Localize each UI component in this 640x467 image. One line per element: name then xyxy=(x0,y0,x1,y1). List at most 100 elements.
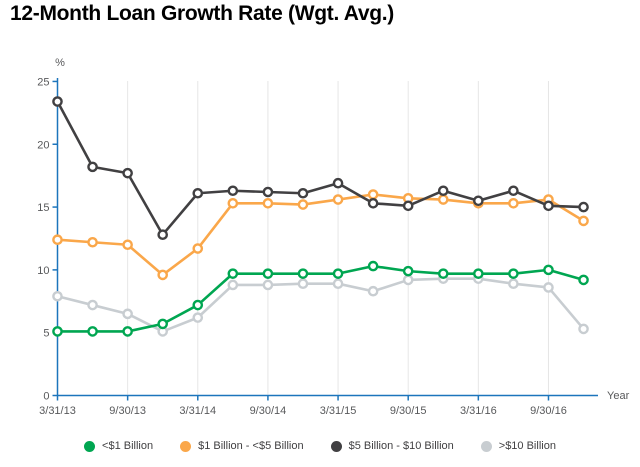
legend-label: $5 Billion - $10 Billion xyxy=(348,440,454,452)
x-tick-label: 3/31/13 xyxy=(39,405,76,417)
axis-tick-labels: 0 5 10 15 20 25 3/31/13 9/30/13 3/31/14 9/30/14 3/… xyxy=(37,76,567,417)
data-point xyxy=(367,285,379,297)
data-point xyxy=(157,229,169,241)
data-point xyxy=(543,264,554,276)
data-point xyxy=(332,278,344,289)
y-tick-label: 0 xyxy=(43,391,49,403)
data-point xyxy=(157,318,169,330)
series-3 xyxy=(52,273,589,337)
data-point xyxy=(192,299,204,311)
data-point xyxy=(543,282,554,293)
data-point xyxy=(297,268,309,279)
x-tick-label: 9/30/16 xyxy=(530,405,567,417)
data-point xyxy=(122,239,133,251)
data-point xyxy=(578,215,589,227)
legend-dot-icon xyxy=(180,440,192,452)
data-point xyxy=(227,185,239,197)
data-point xyxy=(297,278,309,289)
chart-title: 12-Month Loan Growth Rate (Wgt. Avg.) xyxy=(10,2,394,25)
legend-item-1: $1 Billion - <$5 Billion xyxy=(180,440,304,452)
series-lines xyxy=(52,96,589,337)
data-point xyxy=(437,194,449,205)
data-point xyxy=(473,195,484,207)
data-point xyxy=(402,274,414,286)
data-point xyxy=(227,268,239,279)
data-point xyxy=(87,299,98,311)
data-point xyxy=(437,185,449,197)
data-point xyxy=(297,187,309,199)
data-point xyxy=(578,323,589,335)
data-point xyxy=(192,187,204,199)
legend-dot-icon xyxy=(84,440,96,452)
gridlines xyxy=(127,81,549,395)
data-point xyxy=(52,234,63,246)
data-point xyxy=(52,96,63,107)
legend-label: $1 Billion - <$5 Billion xyxy=(198,440,304,452)
data-point xyxy=(297,199,309,210)
series-1 xyxy=(52,189,589,281)
x-axis-title-label: Year xyxy=(607,390,630,402)
data-point xyxy=(332,194,344,205)
data-point xyxy=(122,167,133,179)
data-point xyxy=(578,274,589,286)
data-point xyxy=(87,161,98,173)
data-point xyxy=(227,279,239,291)
series-line xyxy=(56,277,585,333)
data-point xyxy=(367,189,379,200)
y-tick-label: 10 xyxy=(37,265,49,277)
legend-label: <$1 Billion xyxy=(102,440,154,452)
y-tick-label: 5 xyxy=(43,328,49,340)
data-point xyxy=(367,260,379,272)
data-point xyxy=(473,268,484,279)
data-point xyxy=(402,200,414,212)
y-axis-unit-label: % xyxy=(55,57,65,69)
data-point xyxy=(508,198,519,209)
data-point xyxy=(262,279,274,291)
y-tick-label: 20 xyxy=(37,139,49,151)
y-tick-label: 15 xyxy=(37,202,49,214)
data-point xyxy=(402,265,414,277)
data-point xyxy=(157,269,169,281)
data-point xyxy=(87,236,98,248)
data-point xyxy=(437,268,449,279)
y-tick-label: 25 xyxy=(37,76,49,88)
data-point xyxy=(543,200,554,212)
x-tick-label: 3/31/16 xyxy=(460,405,497,417)
data-point xyxy=(227,198,239,209)
data-point xyxy=(87,326,98,337)
data-point xyxy=(262,186,274,198)
x-tick-label: 9/30/13 xyxy=(109,405,146,417)
x-tick-label: 3/31/15 xyxy=(320,405,357,417)
data-point xyxy=(332,177,344,189)
loan-growth-line-chart: 0 5 10 15 20 25 3/31/13 9/30/13 3/31/14 9/30/14 3/… xyxy=(37,57,630,417)
series-0 xyxy=(52,260,589,337)
data-point xyxy=(262,268,274,279)
data-point xyxy=(578,201,589,213)
series-line xyxy=(56,193,585,277)
data-point xyxy=(508,268,519,279)
data-point xyxy=(122,308,133,320)
axes xyxy=(52,78,598,401)
legend: <$1 Billion $1 Billion - <$5 Billion $5 Bi… xyxy=(0,440,640,452)
data-point xyxy=(508,278,519,289)
series-line xyxy=(56,264,585,333)
x-tick-label: 3/31/14 xyxy=(179,405,216,417)
legend-item-2: $5 Billion - $10 Billion xyxy=(330,440,454,452)
legend-label: >$10 Billion xyxy=(498,440,556,452)
data-point xyxy=(52,326,63,337)
data-point xyxy=(367,198,379,209)
legend-dot-icon xyxy=(480,440,492,452)
legend-item-3: >$10 Billion xyxy=(480,440,556,452)
data-point xyxy=(508,185,519,197)
data-point xyxy=(192,312,204,323)
series-2 xyxy=(52,96,589,241)
x-tick-label: 9/30/15 xyxy=(390,405,427,417)
data-point xyxy=(122,326,133,337)
data-point xyxy=(332,268,344,279)
data-point xyxy=(192,243,204,254)
legend-dot-icon xyxy=(330,440,342,452)
data-point xyxy=(52,290,63,302)
x-tick-label: 9/30/14 xyxy=(250,405,287,417)
legend-item-0: <$1 Billion xyxy=(84,440,153,452)
series-line xyxy=(56,100,585,237)
